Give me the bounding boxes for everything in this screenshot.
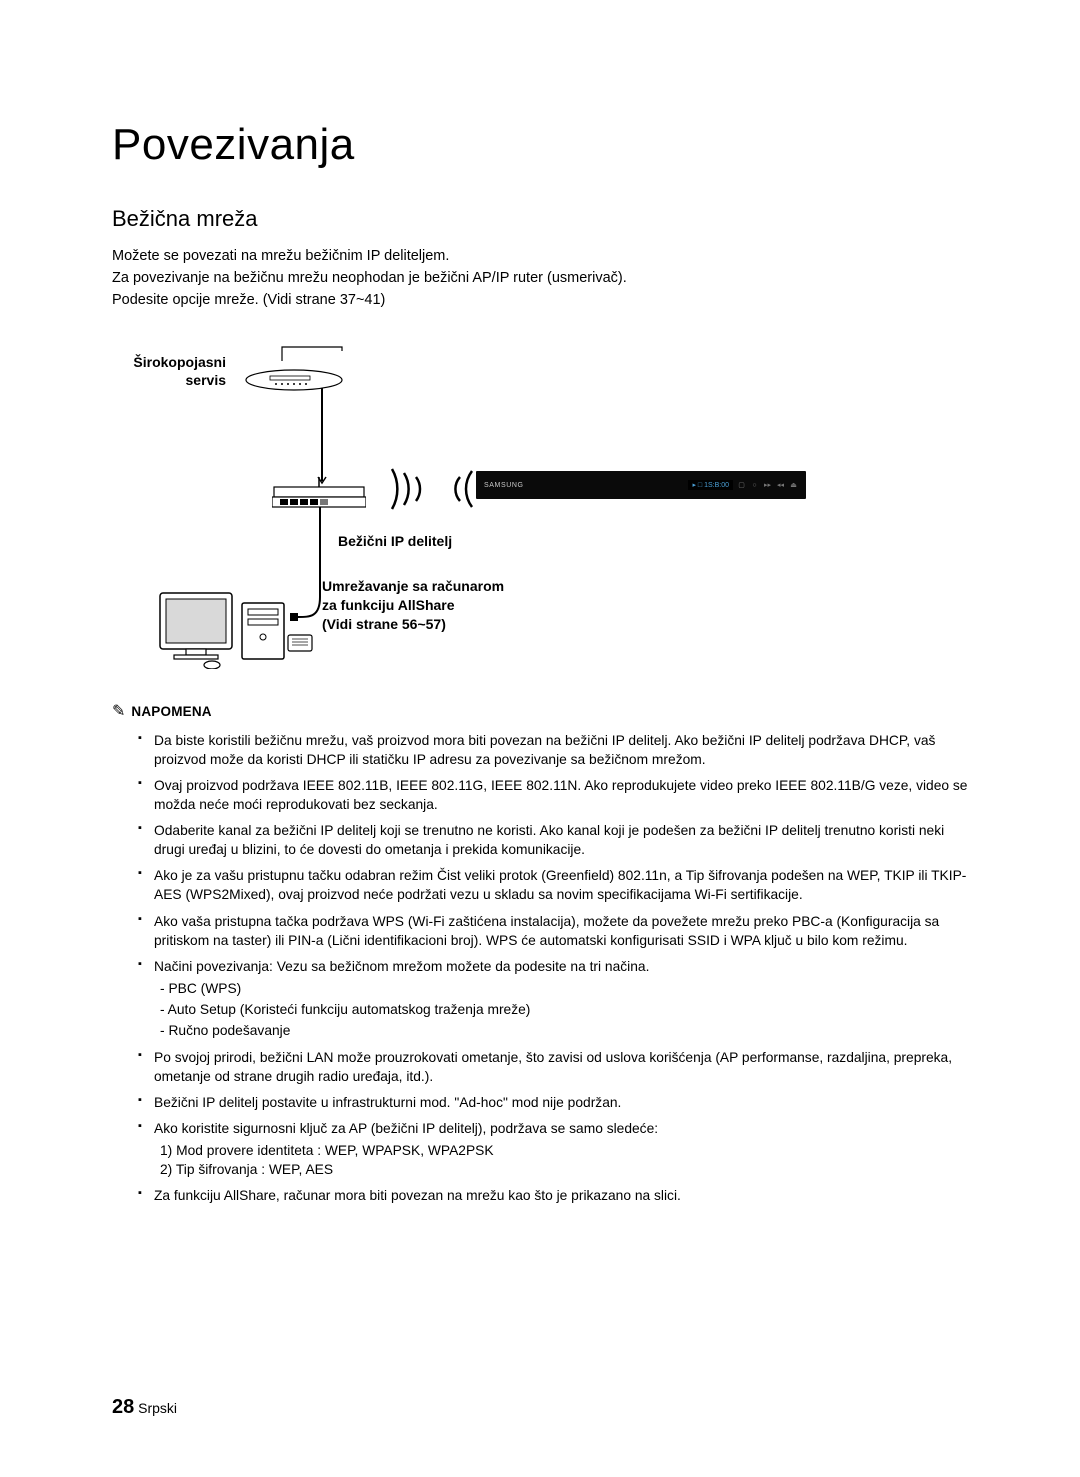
sub-item: Auto Setup (Koristeći funkciju automatsk…: [160, 1000, 968, 1019]
player-device-icon: SAMSUNG ▸ □ 1S:B:00 ▢ ○ ▸▸ ◂◂ ⏏: [476, 471, 806, 499]
note-item: Ako koristite sigurnosni ključ za AP (be…: [154, 1119, 968, 1180]
computer-icon: [156, 589, 316, 669]
intro-line: Možete se povezati na mrežu bežičnim IP …: [112, 246, 968, 268]
wifi-waves-icon: [450, 459, 476, 519]
note-header: ✎ NAPOMENA: [112, 701, 968, 721]
player-display: ▸ □ 1S:B:00: [688, 480, 733, 490]
router-icon: [272, 477, 366, 509]
player-btn-icon: ◂◂: [776, 481, 785, 490]
note-icon: ✎: [112, 701, 125, 721]
note-item: Načini povezivanja: Vezu sa bežičnom mre…: [154, 957, 968, 1041]
broadband-label-l2: servis: [186, 372, 226, 388]
page-title: Povezivanja: [112, 120, 968, 170]
player-btn-icon: ⏏: [789, 481, 798, 490]
footer-lang: Srpski: [138, 1400, 177, 1416]
note-item: Ako je za vašu pristupnu tačku odabran r…: [154, 866, 968, 904]
security-numlist: 1) Mod provere identiteta : WEP, WPAPSK,…: [154, 1141, 968, 1180]
intro-line: Podesite opcije mreže. (Vidi strane 37~4…: [112, 290, 968, 312]
note-item: Za funkciju AllShare, računar mora biti …: [154, 1186, 968, 1205]
note-item-text: Ako koristite sigurnosni ključ za AP (be…: [154, 1121, 658, 1136]
note-item: Ovaj proizvod podržava IEEE 802.11B, IEE…: [154, 776, 968, 814]
sub-methods-list: PBC (WPS) Auto Setup (Koristeći funkciju…: [154, 979, 968, 1041]
sub-item: Ručno podešavanje: [160, 1021, 968, 1040]
note-item: Da biste koristili bežičnu mrežu, vaš pr…: [154, 731, 968, 769]
pc-label-l3: (Vidi strane 56~57): [322, 616, 446, 632]
note-item: Odaberite kanal za bežični IP delitelj k…: [154, 821, 968, 859]
router-label: Bežični IP delitelj: [338, 533, 452, 549]
note-item: Bežični IP delitelj postavite u infrastr…: [154, 1093, 968, 1112]
note-item-text: Načini povezivanja: Vezu sa bežičnom mre…: [154, 959, 649, 974]
section-subtitle: Bežična mreža: [112, 206, 968, 232]
pc-label-l2: za funkciju AllShare: [322, 597, 455, 613]
modem-icon: [244, 369, 344, 391]
player-btn-icon: ○: [750, 481, 759, 490]
notes-list: Da biste koristili bežičnu mrežu, vaš pr…: [112, 731, 968, 1205]
intro-line: Za povezivanje na bežičnu mrežu neophoda…: [112, 268, 968, 290]
sec-line: 1) Mod provere identiteta : WEP, WPAPSK,…: [160, 1141, 968, 1160]
player-brand: SAMSUNG: [484, 482, 524, 489]
broadband-label-l1: Širokopojasni: [133, 354, 226, 370]
sec-line: 2) Tip šifrovanja : WEP, AES: [160, 1160, 968, 1179]
note-item: Ako vaša pristupna tačka podržava WPS (W…: [154, 912, 968, 950]
wifi-waves-icon: [382, 459, 452, 519]
intro-block: Možete se povezati na mrežu bežičnim IP …: [112, 246, 968, 311]
note-item: Po svojoj prirodi, bežični LAN može prou…: [154, 1048, 968, 1086]
note-header-text: NAPOMENA: [131, 704, 211, 719]
page-number: 28: [112, 1396, 134, 1418]
sub-item: PBC (WPS): [160, 979, 968, 998]
player-btn-icon: ▢: [737, 481, 746, 490]
wireless-network-diagram: Širokopojasni servis SAMSUNG ▸ □ 1S:B: [112, 341, 832, 681]
pc-label: Umrežavanje sa računarom za funkciju All…: [322, 577, 504, 634]
pc-label-l1: Umrežavanje sa računarom: [322, 578, 504, 594]
page-footer: 28 Srpski: [112, 1396, 177, 1419]
broadband-label: Širokopojasni servis: [120, 353, 226, 389]
player-btn-icon: ▸▸: [763, 481, 772, 490]
cable-modem-to-router-icon: [232, 346, 352, 486]
